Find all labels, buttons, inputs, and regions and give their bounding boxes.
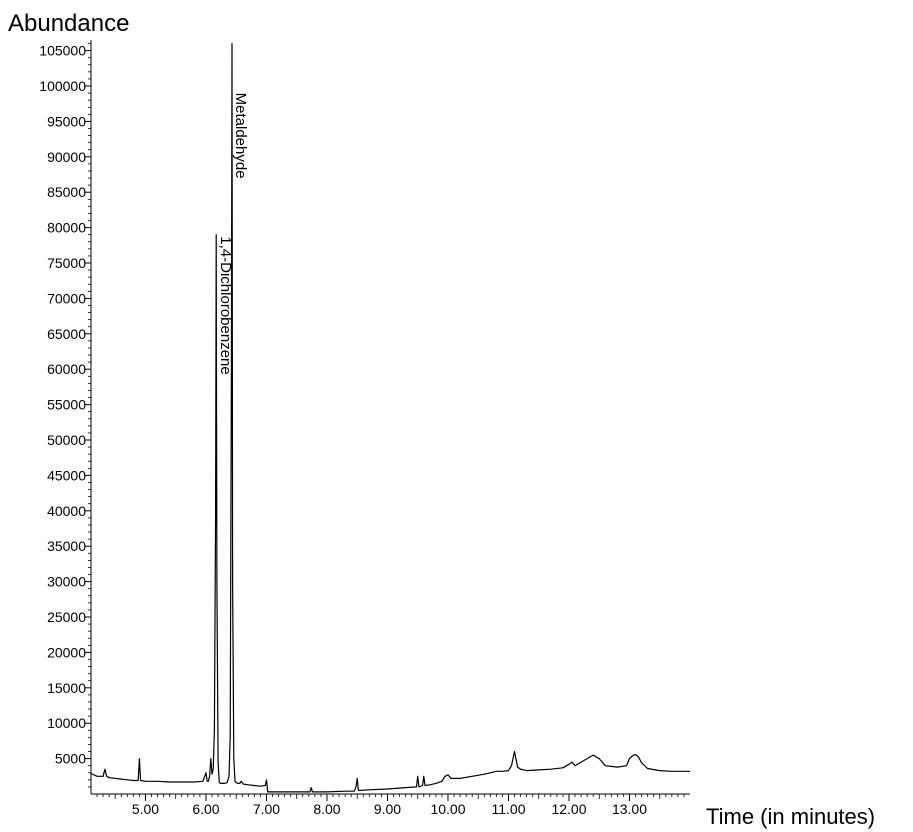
y-tick-label: 75000 bbox=[47, 255, 86, 271]
y-tick-label: 100000 bbox=[39, 78, 86, 94]
y-tick-label: 15000 bbox=[47, 680, 86, 696]
x-tick-label: 6.00 bbox=[192, 801, 219, 817]
y-tick-label: 90000 bbox=[47, 149, 86, 165]
y-tick-label: 10000 bbox=[47, 715, 86, 731]
y-axis-title: Abundance bbox=[8, 10, 130, 37]
chromatogram-trace bbox=[90, 42, 690, 793]
x-tick-label: 5.00 bbox=[132, 801, 159, 817]
x-tick-label: 8.00 bbox=[313, 801, 340, 817]
x-tick-label: 12.00 bbox=[551, 801, 586, 817]
y-tick-label: 35000 bbox=[47, 538, 86, 554]
y-tick-label: 60000 bbox=[47, 361, 86, 377]
y-tick-label: 30000 bbox=[47, 574, 86, 590]
y-tick-label: 20000 bbox=[47, 644, 86, 660]
x-tick-label: 11.00 bbox=[491, 801, 525, 817]
y-tick-label: 55000 bbox=[47, 397, 86, 413]
y-tick-label: 65000 bbox=[47, 326, 86, 342]
y-tick-label: 25000 bbox=[47, 609, 86, 625]
peak-label: Metaldehyde bbox=[232, 93, 249, 179]
x-axis-title: Time (in minutes) bbox=[706, 804, 876, 829]
y-tick-label: 5000 bbox=[55, 751, 86, 767]
y-tick-label: 40000 bbox=[47, 503, 86, 519]
y-tick-label: 50000 bbox=[47, 432, 86, 448]
y-tick-label: 45000 bbox=[47, 467, 86, 483]
y-tick-label: 80000 bbox=[47, 220, 86, 236]
x-tick-label: 7.00 bbox=[253, 801, 280, 817]
y-tick-label: 85000 bbox=[47, 184, 86, 200]
peak-label: 1,4-Dichlorobenzene bbox=[217, 236, 234, 374]
y-tick-label: 105000 bbox=[39, 43, 86, 59]
y-tick-label: 95000 bbox=[47, 113, 86, 129]
y-tick-label: 70000 bbox=[47, 290, 86, 306]
x-tick-label: 13.00 bbox=[612, 801, 647, 817]
x-tick-label: 9.00 bbox=[374, 801, 401, 817]
x-tick-label: 10.00 bbox=[430, 801, 465, 817]
